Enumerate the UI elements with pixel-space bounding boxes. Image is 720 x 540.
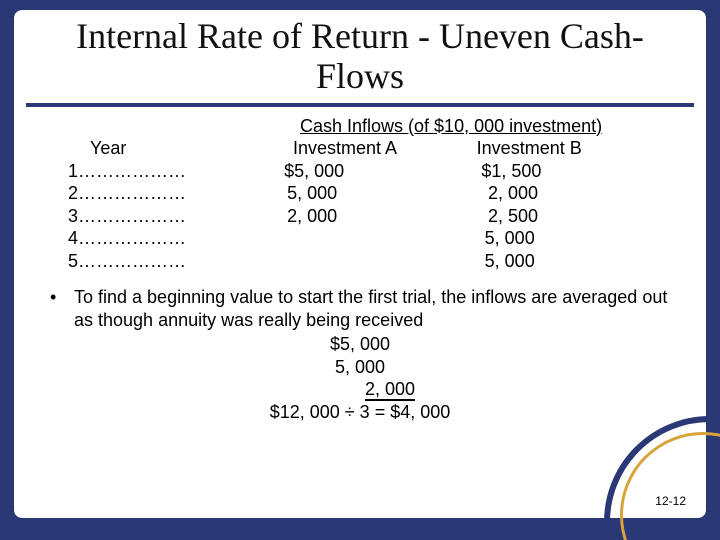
table-row: 3……………… 2, 000 2, 500: [50, 205, 670, 228]
cell-b: 2, 500: [460, 205, 670, 228]
cell-a: [263, 227, 457, 250]
cell-a: [263, 250, 457, 273]
cell-year: 3………………: [50, 205, 259, 228]
calc-line-3-val: 2, 000: [365, 379, 415, 401]
content-area: Cash Inflows (of $10, 000 investment) Ye…: [14, 107, 706, 424]
bullet-text: To find a beginning value to start the f…: [74, 286, 670, 331]
table-header-top: Cash Inflows (of $10, 000 investment): [50, 115, 670, 138]
cell-a: 5, 000: [259, 182, 460, 205]
spacer: [50, 115, 300, 138]
title-wrap: Internal Rate of Return - Uneven Cash-Fl…: [14, 10, 706, 99]
calc-line-1: $5, 000: [44, 333, 676, 356]
col-header-a: Investment A: [293, 137, 477, 160]
table-row: 2……………… 5, 000 2, 000: [50, 182, 670, 205]
table-row: 5……………… 5, 000: [50, 250, 670, 273]
cell-year: 1………………: [50, 160, 266, 183]
cell-year: 2………………: [50, 182, 259, 205]
calc-line-2: 5, 000: [44, 356, 676, 379]
cashflow-table: Cash Inflows (of $10, 000 investment) Ye…: [50, 115, 670, 273]
cell-b: 2, 000: [460, 182, 670, 205]
calc-sum: $12, 000 ÷ 3 = $4, 000: [44, 401, 676, 424]
cell-a: 2, 000: [259, 205, 460, 228]
calc-line-3: 2, 000: [44, 378, 676, 401]
cell-year: 4………………: [50, 227, 263, 250]
table-header-cols: Year Investment A Investment B: [50, 137, 670, 160]
slide: Internal Rate of Return - Uneven Cash-Fl…: [0, 0, 720, 540]
slide-card: Internal Rate of Return - Uneven Cash-Fl…: [14, 10, 706, 518]
table-row: 1……………… $5, 000 $1, 500: [50, 160, 670, 183]
bullet-marker: •: [50, 286, 74, 331]
cell-b: $1, 500: [463, 160, 670, 183]
table-header-inflows: Cash Inflows (of $10, 000 investment): [300, 116, 602, 136]
cell-year: 5………………: [50, 250, 263, 273]
col-header-year: Year: [50, 137, 293, 160]
table-row: 4……………… 5, 000: [50, 227, 670, 250]
slide-title: Internal Rate of Return - Uneven Cash-Fl…: [34, 16, 686, 97]
bullet-item: • To find a beginning value to start the…: [44, 286, 676, 331]
col-header-b: Investment B: [477, 137, 670, 160]
calc-block: $5, 000 5, 000 2, 000 $12, 000 ÷ 3 = $4,…: [44, 333, 676, 423]
cell-b: 5, 000: [457, 227, 670, 250]
cell-b: 5, 000: [457, 250, 670, 273]
cell-a: $5, 000: [266, 160, 463, 183]
